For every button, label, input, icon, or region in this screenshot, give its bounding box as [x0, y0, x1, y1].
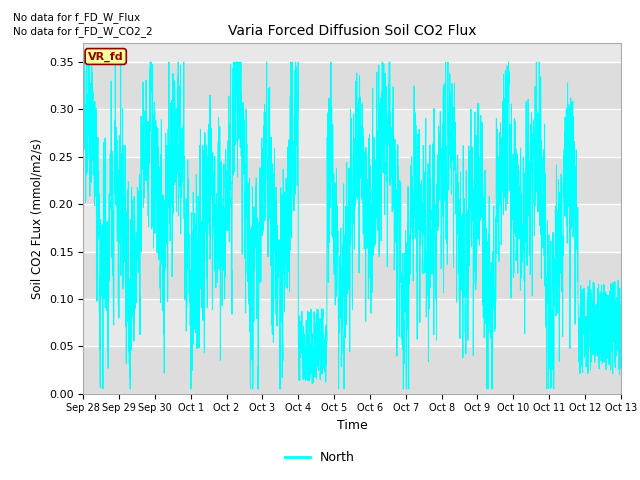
Bar	[83, 109, 621, 157]
Text: VR_fd: VR_fd	[88, 51, 124, 61]
Bar	[83, 204, 621, 252]
Bar	[83, 157, 621, 204]
Legend: North: North	[280, 446, 360, 469]
Text: No data for f_FD_W_CO2_2: No data for f_FD_W_CO2_2	[13, 26, 152, 37]
Title: Varia Forced Diffusion Soil CO2 Flux: Varia Forced Diffusion Soil CO2 Flux	[228, 24, 476, 38]
X-axis label: Time: Time	[337, 419, 367, 432]
Bar	[83, 62, 621, 109]
Bar	[83, 252, 621, 299]
Bar	[83, 346, 621, 394]
Y-axis label: Soil CO2 FLux (mmol/m2/s): Soil CO2 FLux (mmol/m2/s)	[30, 138, 43, 299]
Text: No data for f_FD_W_Flux: No data for f_FD_W_Flux	[13, 12, 140, 23]
Bar	[83, 299, 621, 346]
